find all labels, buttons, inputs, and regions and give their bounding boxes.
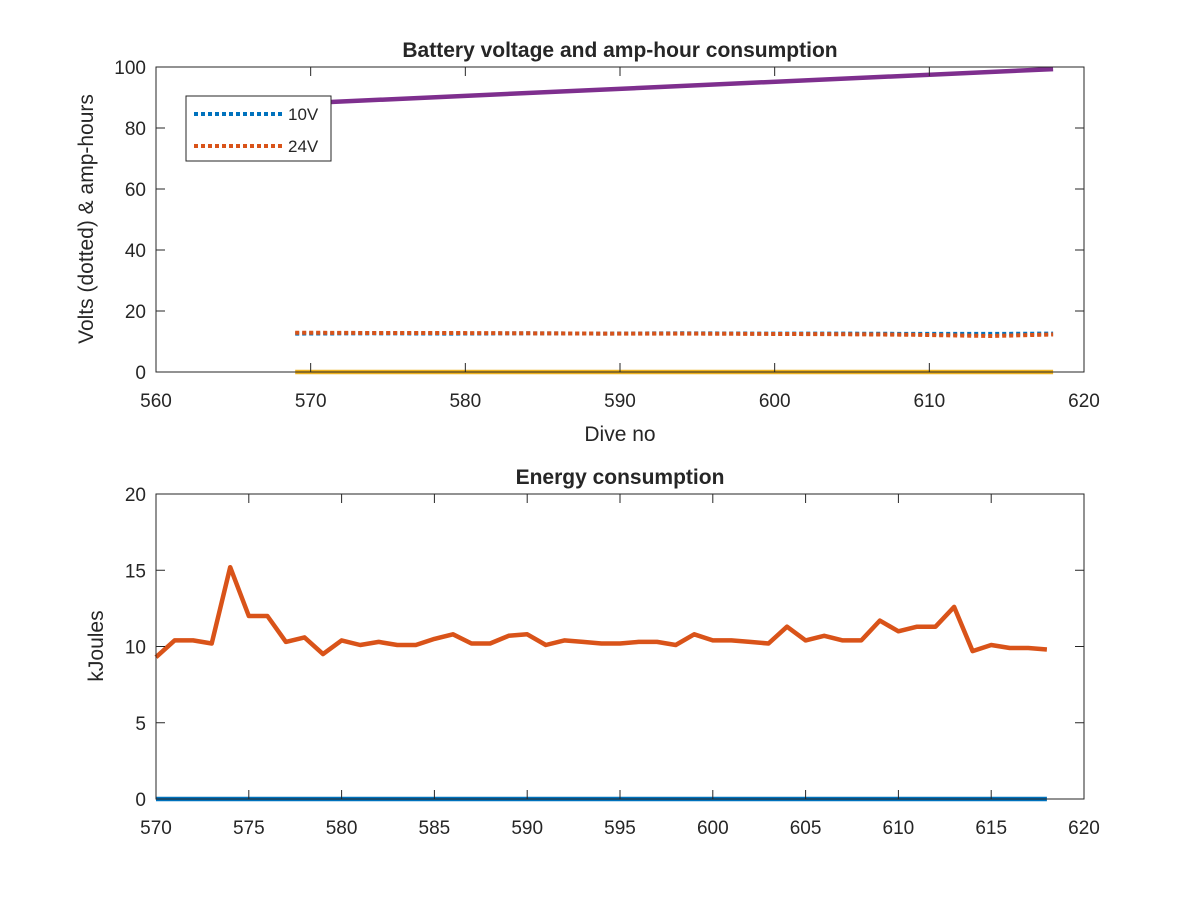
energy-x-tick-label: 600 — [697, 818, 729, 839]
energy-x-tick-label: 610 — [883, 818, 915, 839]
energy-x-tick-label: 570 — [140, 818, 172, 839]
voltage-y-tick-label: 20 — [125, 302, 146, 323]
voltage-x-tick-label: 600 — [759, 391, 791, 412]
voltage-y-tick-label: 60 — [125, 180, 146, 201]
energy-ticks: 570 575 580 585 590 595 600 605 610 615 620 0 5 10 15 2… — [125, 485, 1100, 839]
energy-chart-title: Energy consumption — [516, 466, 725, 489]
voltage-series-line-2 — [295, 66, 1054, 106]
legend: 10V 24V — [185, 95, 332, 162]
voltage-series-line-1 — [295, 330, 1054, 338]
energy-x-tick-label: 585 — [419, 818, 451, 839]
voltage-chart-title: Battery voltage and amp-hour consumption — [402, 39, 837, 62]
voltage-y-tick-label: 40 — [125, 241, 146, 262]
energy-series-line-0 — [154, 564, 1048, 659]
voltage-x-tick-label: 590 — [604, 391, 636, 412]
energy-x-tick-label: 575 — [233, 818, 265, 839]
energy-x-tick-label: 615 — [975, 818, 1007, 839]
legend-label-10v: 10V — [288, 105, 319, 124]
voltage-y-tick-label: 80 — [125, 119, 146, 140]
voltage-x-tick-label: 570 — [295, 391, 327, 412]
voltage-y-tick-label: 100 — [114, 58, 146, 79]
legend-label-24v: 24V — [288, 137, 319, 156]
voltage-y-tick-label: 0 — [135, 363, 146, 384]
voltage-x-tick-label: 580 — [449, 391, 481, 412]
voltage-x-axis-label: Dive no — [584, 423, 655, 446]
energy-y-tick-label: 20 — [125, 485, 146, 506]
energy-axes: Energy consumption 570 575 580 585 590 595 600… — [85, 466, 1100, 839]
energy-y-tick-label: 10 — [125, 638, 146, 659]
voltage-y-axis-label: Volts (dotted) & amp-hours — [75, 94, 98, 344]
energy-y-tick-label: 0 — [135, 790, 146, 811]
voltage-ticks: 560 570 580 590 600 610 620 0 20 40 60 80 100 — [114, 58, 1100, 412]
energy-x-tick-label: 590 — [511, 818, 543, 839]
legend-box — [185, 95, 332, 162]
voltage-x-tick-label: 610 — [913, 391, 945, 412]
energy-x-tick-label: 605 — [790, 818, 822, 839]
energy-x-tick-label: 595 — [604, 818, 636, 839]
energy-y-tick-label: 5 — [135, 714, 146, 735]
energy-y-axis-label: kJoules — [85, 610, 108, 681]
voltage-x-tick-label: 620 — [1068, 391, 1100, 412]
energy-y-tick-label: 15 — [125, 561, 146, 582]
voltage-axes: Battery voltage and amp-hour consumption… — [75, 39, 1100, 446]
voltage-x-tick-label: 560 — [140, 391, 172, 412]
energy-x-tick-label: 580 — [326, 818, 358, 839]
energy-x-tick-label: 620 — [1068, 818, 1100, 839]
